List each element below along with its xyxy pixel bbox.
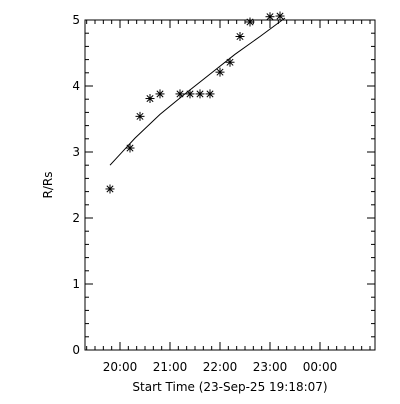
x-tick-label: 21:00 <box>153 360 188 374</box>
x-axis-ticks: 20:00 21:00 22:00 23:00 00:00 <box>86 20 371 374</box>
y-tick-label: 5 <box>72 13 80 27</box>
y-tick-label: 0 <box>72 343 80 357</box>
x-tick-label: 00:00 <box>303 360 338 374</box>
y-tick-label: 4 <box>72 79 80 93</box>
data-points <box>105 11 285 194</box>
data-point <box>185 89 195 99</box>
data-point <box>195 89 205 99</box>
data-point <box>135 111 145 121</box>
data-point <box>225 57 235 67</box>
y-tick-label: 2 <box>72 211 80 225</box>
x-tick-label: 20:00 <box>103 360 138 374</box>
data-point <box>235 32 245 41</box>
data-point <box>155 89 165 99</box>
y-axis-label: R/Rs <box>41 172 55 199</box>
data-point <box>145 94 155 104</box>
plot-frame <box>84 19 376 351</box>
fit-line-group <box>109 17 286 166</box>
y-axis-ticks: 0 1 2 3 4 5 <box>72 13 375 357</box>
fit-line <box>109 17 286 166</box>
x-tick-label: 23:00 <box>253 360 288 374</box>
y-tick-label: 3 <box>72 145 80 159</box>
x-tick-label: 22:00 <box>203 360 238 374</box>
data-point <box>245 17 255 27</box>
x-axis-label: Start Time (23-Sep-25 19:18:07) <box>132 380 327 394</box>
y-tick-label: 1 <box>72 277 80 291</box>
data-point <box>205 89 215 99</box>
data-point <box>125 143 135 153</box>
data-point <box>105 184 115 194</box>
data-point <box>215 67 225 77</box>
data-point <box>265 12 275 22</box>
data-point <box>175 89 185 99</box>
data-point <box>275 11 285 21</box>
